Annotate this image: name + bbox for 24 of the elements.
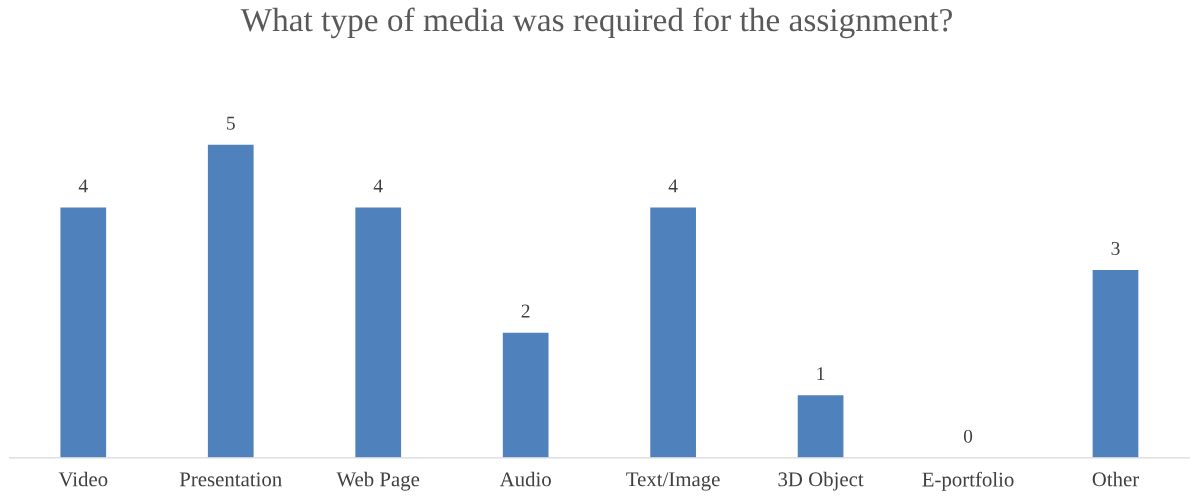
x-tick-label: 3D Object: [778, 471, 864, 491]
bar: [207, 144, 254, 458]
data-label: 4: [78, 179, 88, 193]
x-tick-label: Text/Image: [626, 472, 720, 491]
data-label: 3: [1111, 241, 1120, 255]
data-label: 4: [373, 179, 383, 193]
x-tick-label: Presentation: [179, 472, 282, 487]
bar: [650, 207, 696, 458]
bar: [502, 332, 549, 458]
data-label: 2: [521, 304, 530, 318]
data-label: 0: [963, 429, 973, 443]
bar: [355, 207, 402, 458]
chart-title: What type of media was required for the assignment?: [240, 7, 952, 39]
x-tick-label: Other: [1092, 471, 1140, 487]
x-tick-label: Audio: [499, 471, 551, 487]
data-label: 5: [227, 116, 235, 130]
data-label: 4: [668, 179, 678, 193]
x-tick-label: Video: [58, 471, 108, 487]
data-label: 1: [817, 367, 825, 380]
bar: [60, 207, 107, 458]
bar: [1092, 270, 1139, 458]
x-tick-label: Web Page: [336, 471, 420, 491]
bar: [797, 395, 844, 458]
x-tick-label: E-portfolio: [922, 471, 1014, 491]
